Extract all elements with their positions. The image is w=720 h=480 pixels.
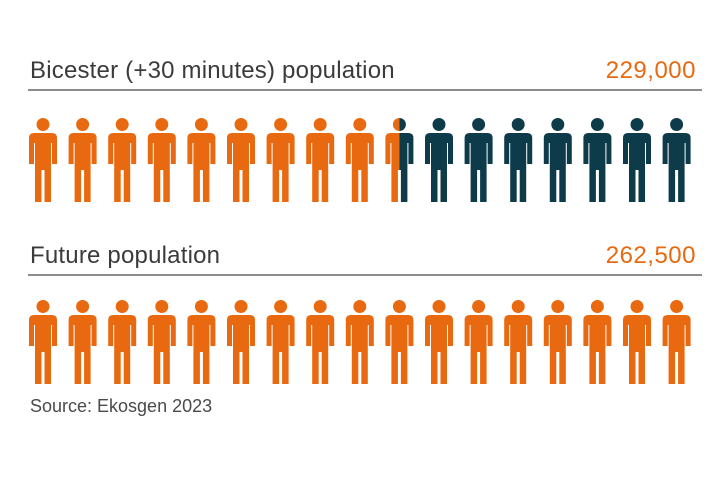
pictogram-row-future <box>0 296 720 386</box>
person-icon <box>187 118 216 202</box>
pictogram-svg <box>29 300 691 384</box>
person-icon <box>108 118 137 202</box>
row-header-future: Future population 262,500 <box>28 236 702 276</box>
row-title-current: Bicester (+30 minutes) population <box>30 57 395 84</box>
person-icon <box>147 118 176 202</box>
person-icon <box>306 300 335 384</box>
person-icon <box>583 118 612 202</box>
row-value-current: 229,000 <box>605 57 696 84</box>
person-icon <box>266 118 295 202</box>
row-divider <box>28 89 702 91</box>
person-icon <box>68 300 97 384</box>
pictogram-svg <box>29 118 691 202</box>
person-icon <box>623 118 651 202</box>
person-icon <box>425 300 453 384</box>
person-icon <box>29 300 57 384</box>
person-icon <box>108 300 137 384</box>
person-icon <box>68 118 97 202</box>
pictogram-row-current <box>0 114 720 204</box>
person-icon <box>504 118 533 202</box>
person-icon <box>543 300 572 384</box>
row-value-future: 262,500 <box>605 242 696 269</box>
person-icon <box>583 300 612 384</box>
person-icon <box>623 300 651 384</box>
person-icon <box>425 118 453 202</box>
person-icon <box>464 300 493 384</box>
person-icon <box>662 300 691 384</box>
person-icon <box>227 118 255 202</box>
person-icon <box>345 300 374 384</box>
person-icon <box>266 300 295 384</box>
person-icon <box>464 118 493 202</box>
row-title-future: Future population <box>30 242 221 269</box>
person-icon <box>385 118 414 202</box>
person-icon <box>147 300 176 384</box>
source-note: Source: Ekosgen 2023 <box>30 396 213 416</box>
person-icon <box>227 300 255 384</box>
person-icon <box>345 118 374 202</box>
row-header-current: Bicester (+30 minutes) population 229,00… <box>28 51 702 91</box>
person-icon <box>662 118 691 202</box>
person-icon <box>543 118 572 202</box>
person-icon <box>385 300 414 384</box>
person-icon <box>187 300 216 384</box>
person-icon <box>29 118 57 202</box>
row-divider <box>28 274 702 276</box>
person-icon <box>306 118 335 202</box>
person-icon <box>504 300 533 384</box>
